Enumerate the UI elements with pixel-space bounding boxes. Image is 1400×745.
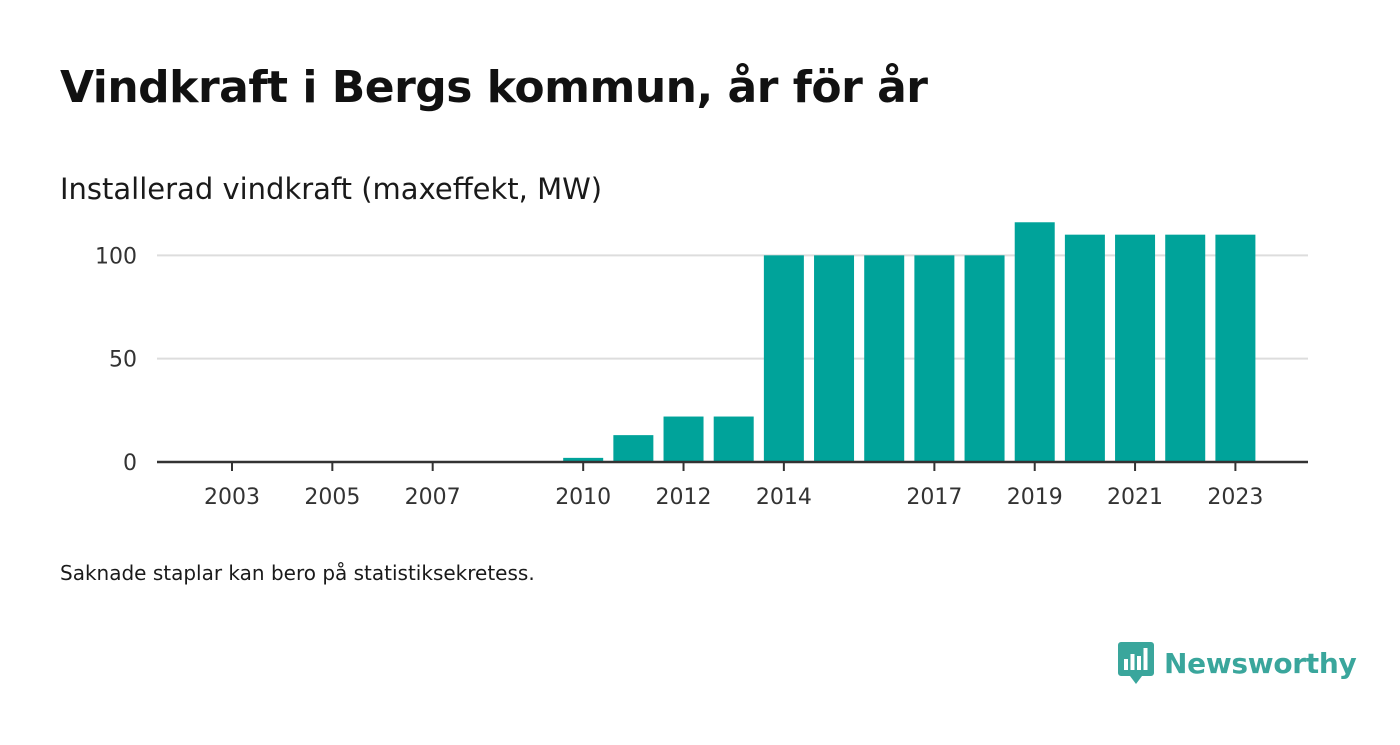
x-tick-label: 2007: [405, 485, 461, 510]
footnote: Saknade staplar kan bero på statistiksek…: [60, 561, 535, 585]
bar-2015: [814, 255, 855, 462]
brand-name: Newsworthy: [1164, 646, 1357, 680]
chart-title: Vindkraft i Bergs kommun, år för år: [60, 62, 928, 113]
bar-2017: [914, 255, 955, 462]
x-axis: [157, 460, 1308, 471]
bar-2018: [964, 255, 1005, 462]
x-tick-label: 2003: [204, 485, 260, 510]
bar-2013: [713, 416, 754, 462]
x-tick-label: 2014: [756, 485, 812, 510]
bar-2010: [563, 457, 604, 462]
bar-2011: [613, 435, 654, 462]
chart-subtitle: Installerad vindkraft (maxeffekt, MW): [60, 172, 603, 206]
y-tick-label: 100: [95, 244, 137, 269]
bar-2022: [1165, 234, 1206, 462]
bars: [563, 222, 1256, 462]
y-tick-label: 0: [123, 451, 137, 476]
bar-2014: [763, 255, 804, 462]
bar-2020: [1064, 234, 1105, 462]
newsworthy-logo-icon: [1118, 642, 1154, 684]
x-tick-label: 2019: [1007, 485, 1063, 510]
y-axis-labels: 0 50 100: [95, 244, 137, 476]
newsworthy-logo[interactable]: Newsworthy: [1118, 642, 1357, 684]
y-tick-label: 50: [109, 348, 137, 373]
x-tick-label: 2010: [555, 485, 611, 510]
bar-2019: [1014, 222, 1055, 462]
x-tick-label: 2017: [906, 485, 962, 510]
bar-2021: [1115, 234, 1156, 462]
x-tick-label: 2012: [656, 485, 712, 510]
x-tick-label: 2023: [1207, 485, 1263, 510]
x-tick-label: 2021: [1107, 485, 1163, 510]
x-axis-labels: 2003 2005 2007 2010 2012 2014 2017 2019 2021 2023: [204, 485, 1263, 510]
x-tick-label: 2005: [304, 485, 360, 510]
bar-2016: [864, 255, 905, 462]
bar-2023: [1215, 234, 1256, 462]
bar-2012: [663, 416, 704, 462]
